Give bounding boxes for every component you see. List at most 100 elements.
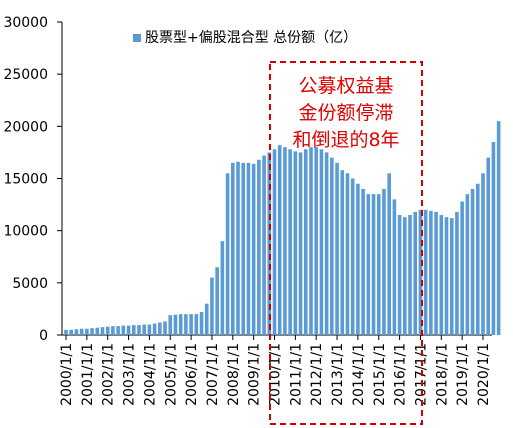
x-tick-label: 2011/1/1 [288,343,304,406]
bar [262,155,266,335]
bar [470,188,475,335]
bar [403,217,407,335]
x-tick-label: 2020/1/1 [476,343,492,406]
y-tick-label: 20000 [3,119,48,135]
bar [335,162,339,335]
bar [303,149,308,335]
bar [225,173,230,335]
x-tick-label: 2018/1/1 [434,343,450,406]
x-tick-label: 2007/1/1 [205,343,221,406]
bar [74,329,79,335]
bar [64,329,68,335]
bar [376,194,381,335]
y-tick-label: 5000 [12,276,48,292]
y-tick-label: 30000 [3,15,48,31]
annotation: 金份额停滞 [298,102,393,124]
bar [116,326,120,335]
bar [486,157,491,335]
bar [324,152,329,335]
bar [199,312,204,335]
bar [95,327,100,335]
bar [439,215,444,335]
bar [387,173,391,335]
bar [481,173,485,335]
legend-label: 股票型+偏股混合型 总份额（亿） [145,30,357,46]
bar [361,188,365,335]
x-tick-label: 2013/1/1 [330,343,346,406]
bar [408,215,412,335]
bar [413,211,418,335]
bar [309,147,313,335]
x-tick-label: 2001/1/1 [80,343,96,406]
bar [288,149,292,335]
bar [189,314,193,335]
bar [455,211,459,335]
x-tick-label: 2006/1/1 [184,343,200,406]
bar [147,324,152,335]
bar [434,211,438,335]
bar [491,141,496,335]
bar [460,201,464,335]
bar [158,322,162,335]
bar [366,194,371,335]
bar [105,326,110,335]
bar [251,163,256,335]
bar [350,178,355,335]
bar [69,329,74,335]
bar [184,314,188,335]
bar [356,183,360,335]
bar [163,321,167,335]
bar [314,147,318,335]
y-tick-label: 10000 [3,224,48,240]
annotation: 公募权益基 [298,75,393,97]
bar [257,159,261,335]
bar [142,324,146,335]
bar [85,328,89,335]
x-tick-label: 2000/1/1 [59,343,75,406]
bar [397,215,402,335]
bar [178,314,183,335]
bar [496,121,501,335]
bar [111,326,115,335]
bar [475,183,480,335]
bar [418,209,423,335]
x-tick-label: 2019/1/1 [455,343,471,406]
y-tick-label: 25000 [3,67,48,83]
bar [173,314,178,335]
x-tick-label: 2010/1/1 [268,343,284,406]
bar [449,218,454,335]
bar [340,170,345,335]
bar [220,241,225,335]
bar [330,157,334,335]
bar [231,162,235,335]
bar [79,328,84,335]
x-tick-label: 2015/1/1 [372,343,388,406]
bar [267,152,272,335]
bar [241,162,246,335]
y-tick-label: 0 [39,328,48,344]
x-tick-label: 2002/1/1 [101,343,117,406]
bar [126,325,131,335]
bar [283,147,287,335]
bar [298,152,303,335]
bar [319,149,324,335]
bar [382,188,386,335]
x-tick-label: 2012/1/1 [309,343,325,406]
bar [204,303,209,335]
bar [272,149,277,335]
bar [236,161,240,335]
x-tick-label: 2014/1/1 [351,343,367,406]
bar [429,210,433,335]
bar [137,325,141,335]
legend-swatch [133,34,141,42]
bar [90,328,94,335]
x-tick-label: 2005/1/1 [163,343,179,406]
x-tick-label: 2004/1/1 [142,343,158,406]
bar [423,209,428,335]
x-tick-label: 2003/1/1 [122,343,138,406]
bar [100,327,105,335]
bar [246,162,251,335]
x-tick-label: 2008/1/1 [226,343,242,406]
